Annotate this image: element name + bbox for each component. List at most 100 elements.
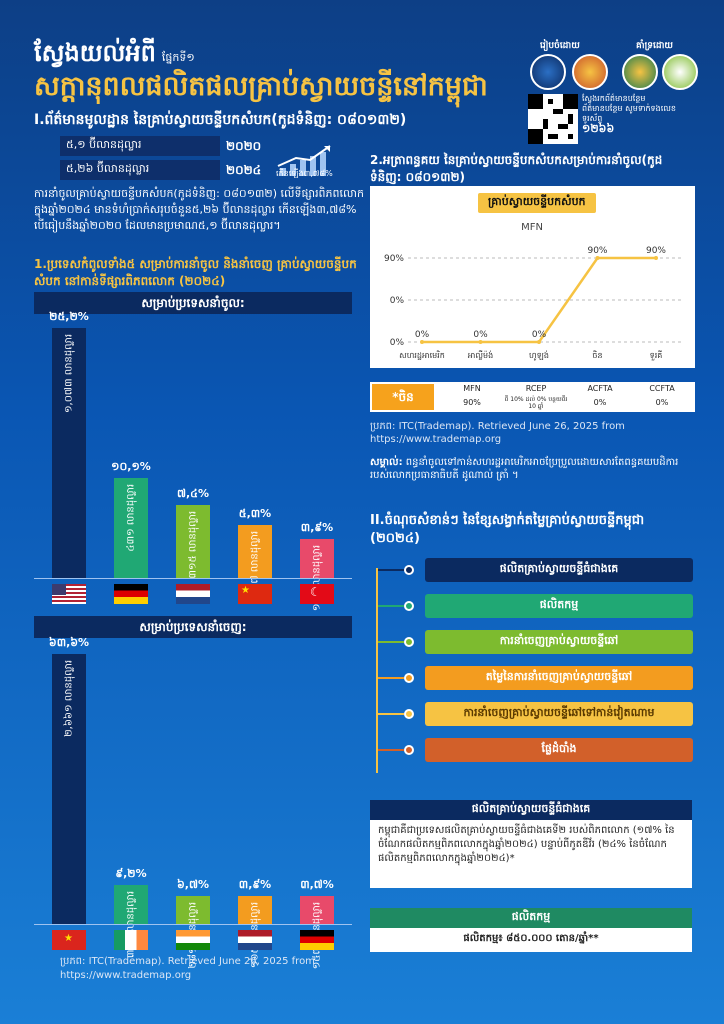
ke-logo-icon <box>662 54 698 90</box>
step-dot-icon <box>404 565 414 575</box>
flag-ireland-icon <box>114 930 148 950</box>
table-country: *ចិន <box>372 384 434 410</box>
step-connector <box>378 605 404 607</box>
year-2020: ២០២០ <box>226 139 262 153</box>
imports-bar-chart: ២៥,២% ១,០៧៣ លានដុល្លារ១០,១% ៤៣១ លានដុល្លារ… <box>34 310 352 616</box>
step-connector <box>378 677 404 679</box>
value-chain-step-3[interactable]: ការនាំចេញគ្រាប់ស្វាយចន្ទីឆៅ <box>425 630 693 654</box>
table-header-acfta: ACFTA <box>587 384 613 393</box>
table-value-mfn: 90% <box>463 398 481 407</box>
step-dot-icon <box>404 745 414 755</box>
flag-united-states-icon <box>52 584 86 604</box>
title-line-1: ស្វែងយល់អំពី ផ្នែកទី១ <box>34 39 195 67</box>
tariff-line-chart: MFN 90% 0% 0% 0% សហរដ្ឋអាមេរិក 0% អាល្លឺម៉ង់ 0% ហ… <box>384 222 682 361</box>
chart-product-pill: គ្រាប់ស្វាយចន្ទីបកសំបក <box>478 193 596 213</box>
bar-pct-label: ៦៣,៦% <box>48 636 90 649</box>
flag-germany-icon <box>300 930 334 950</box>
section2-source: ប្រភព: ITC(Trademap). Retrieved June 26,… <box>370 420 692 446</box>
bar-vietnam: ៦៣,៦% ២,៦៦១ លានដុល្លារ <box>49 636 89 924</box>
bar-value-label: ៣១៥ លានដុល្លារ <box>187 510 199 579</box>
bar-ireland: ៩,២%៣៨៥ លានដុល្លារ <box>114 867 148 958</box>
value-2020: ៥,១ ប៊ីលានដុល្លារ <box>60 136 220 156</box>
value-chain-step-4[interactable]: តម្លៃនៃការនាំចេញគ្រាប់ស្វាយចន្ទីឆៅ <box>425 666 693 690</box>
bar-netherlands: ៣,៩% ១៦៥ លានដុល្លារ <box>238 878 272 968</box>
bar-value-label: ២,៦៦១ លានដុល្លារ <box>63 660 75 737</box>
flag-india-icon <box>176 930 210 950</box>
box1-text: កម្ពុជាគឺជាប្រទេសផលិតគ្រាប់ស្វាយចន្ទីធំជ… <box>370 820 692 888</box>
ministry-logo-icon <box>530 54 566 90</box>
bar-pct-label: ៣,៩% <box>238 878 272 891</box>
bar-baseline <box>34 924 352 925</box>
chart-y-tick: 90% <box>384 254 404 264</box>
prepared-by-label: រៀបចំដោយ <box>540 41 580 51</box>
table-value-rcep: ពី 10% ដល់ 0% បន្ថយពីរ 10 ឆ្នាំ <box>504 396 568 410</box>
tariff-chart-box: MFN 90% 0% 0% 0% សហរដ្ឋអាមេរិក 0% អាល្លឺម៉ង់ 0% ហ… <box>370 186 695 368</box>
bar-germany: ៣,៧% ១៥៧ លានដុល្លារ <box>300 878 334 969</box>
chart-data-label: 90% <box>646 246 666 256</box>
footer-source: ប្រភព: ITC(Trademap). Retrieved June 26,… <box>60 955 315 983</box>
step-dot-icon <box>404 673 414 683</box>
box1-title: ផលិតគ្រាប់ស្វាយចន្ទីធំជាងគេ <box>370 800 692 820</box>
section2-heading: 2.អត្រាពន្ធគយ នៃគ្រាប់ស្វាយចន្ទីបកសំបកសម… <box>370 153 663 184</box>
flag-china-icon: ★ <box>238 584 272 604</box>
step-dot-icon <box>404 601 414 611</box>
section1-subheading: 1.ប្រទេសកំពូលទាំង៥ សម្រាប់ការនាំចូល និងន… <box>34 257 357 288</box>
qr-code-icon[interactable] <box>528 94 578 144</box>
chart-point <box>654 256 658 260</box>
step-connector <box>378 569 404 571</box>
chart-x-tick: ទួរគី <box>650 350 663 361</box>
year-2024: ២០២៤ <box>226 163 262 177</box>
hotline-number: ១២៦៦ <box>582 122 615 135</box>
bar-turkey: ៣,៩%១៦៥ លានដុល្លារ <box>300 521 334 611</box>
value-2024: ៥,២៦ ប៊ីលានដុល្លារ <box>60 160 220 180</box>
footer-url[interactable]: https://www.trademap.org <box>60 970 192 981</box>
growth-label: កើនឡើង៣,៧៨% <box>276 169 333 178</box>
flag-vietnam-icon: ★ <box>52 930 86 950</box>
growth-bar-icon <box>277 145 331 176</box>
box2-text: ផលិតកម្ម៖ ៨៥០.០០០ តោន/ឆ្នាំ** <box>370 928 692 952</box>
table-header-rcep: RCEP <box>525 384 547 393</box>
bar-pct-label: ៣,៩% <box>300 521 334 535</box>
supporter-logo-icon <box>622 54 658 90</box>
bar-pct-label: ១០,១% <box>111 459 151 473</box>
value-chain-step-6[interactable]: ផ្លែដំបាំង <box>425 738 693 762</box>
table-header-mfn: MFN <box>463 384 481 393</box>
bar-pct-label: ២៥,២% <box>49 310 89 323</box>
note-text: ពន្ធនាំចូលទៅកាន់សហរដ្ឋអាមេរិកអាចប្រែប្រួ… <box>370 457 679 481</box>
chart-x-tick: សហរដ្ឋអាមេរិក <box>399 350 445 360</box>
flag-turkey-icon: ☾ <box>300 584 334 604</box>
supported-by-label: គាំទ្រដោយ <box>636 41 673 51</box>
value-chain-step-2[interactable]: ផលិតកម្ម <box>425 594 693 618</box>
value-chain-line <box>376 568 378 773</box>
bar-united-states: ២៥,២% ១,០៧៣ លានដុល្លារ <box>49 310 89 578</box>
step-dot-icon <box>404 637 414 647</box>
chart-data-label: 0% <box>473 330 488 340</box>
bar-pct-label: ៦,៧% <box>176 877 209 891</box>
table-value-ccfta: 0% <box>655 398 669 407</box>
imports-panel-title: សម្រាប់ប្រទេសនាំចូល: <box>34 292 352 314</box>
bar-value-label: ៤៣១ លានដុល្លារ <box>125 483 137 552</box>
bar-pct-label: ៩,២% <box>115 866 147 880</box>
partner-logo-icon <box>572 54 608 90</box>
chart-point <box>478 340 483 344</box>
value-chain-step-1[interactable]: ផលិតគ្រាប់ស្វាយចន្ទីធំជាងគេ <box>425 558 693 582</box>
section1-heading: I.ព័ត៌មានមូលដ្ឋាន នៃគ្រាប់ស្វាយចន្ទីបកសំ… <box>34 112 407 128</box>
value-chain-step-5[interactable]: ការនាំចេញគ្រាប់ស្វាយចន្ទីឆៅទៅកាន់វៀតណាម <box>425 702 693 726</box>
part-label: ផ្នែកទី១ <box>161 51 195 64</box>
chart-data-label: 0% <box>415 330 430 340</box>
step-connector <box>378 641 404 643</box>
flag-netherlands-icon <box>176 584 210 604</box>
bar-pct-label: ៣,៧% <box>300 878 334 891</box>
flag-netherlands-icon <box>238 930 272 950</box>
table-header-ccfta: CCFTA <box>649 384 675 393</box>
chart-data-label: 90% <box>587 246 607 256</box>
main-title: សក្តានុពលផលិតផលគ្រាប់ស្វាយចន្ទីនៅកម្ពុជា <box>34 71 488 102</box>
chart-point <box>595 256 600 260</box>
chart-x-tick: អាល្លឺម៉ង់ <box>468 350 493 360</box>
step-dot-icon <box>404 709 414 719</box>
chart-x-tick: ហូឡង់ <box>529 350 549 361</box>
tariff-table: *ចិន MFN RCEP ACFTA CCFTA 90% ពី 10% ដល់… <box>370 382 695 412</box>
bar-china: ៥,៣% ២២៧ លានដុល្លារ <box>238 507 272 599</box>
section2-source-url[interactable]: https://www.trademap.org <box>370 434 502 445</box>
step-connector <box>378 749 404 751</box>
